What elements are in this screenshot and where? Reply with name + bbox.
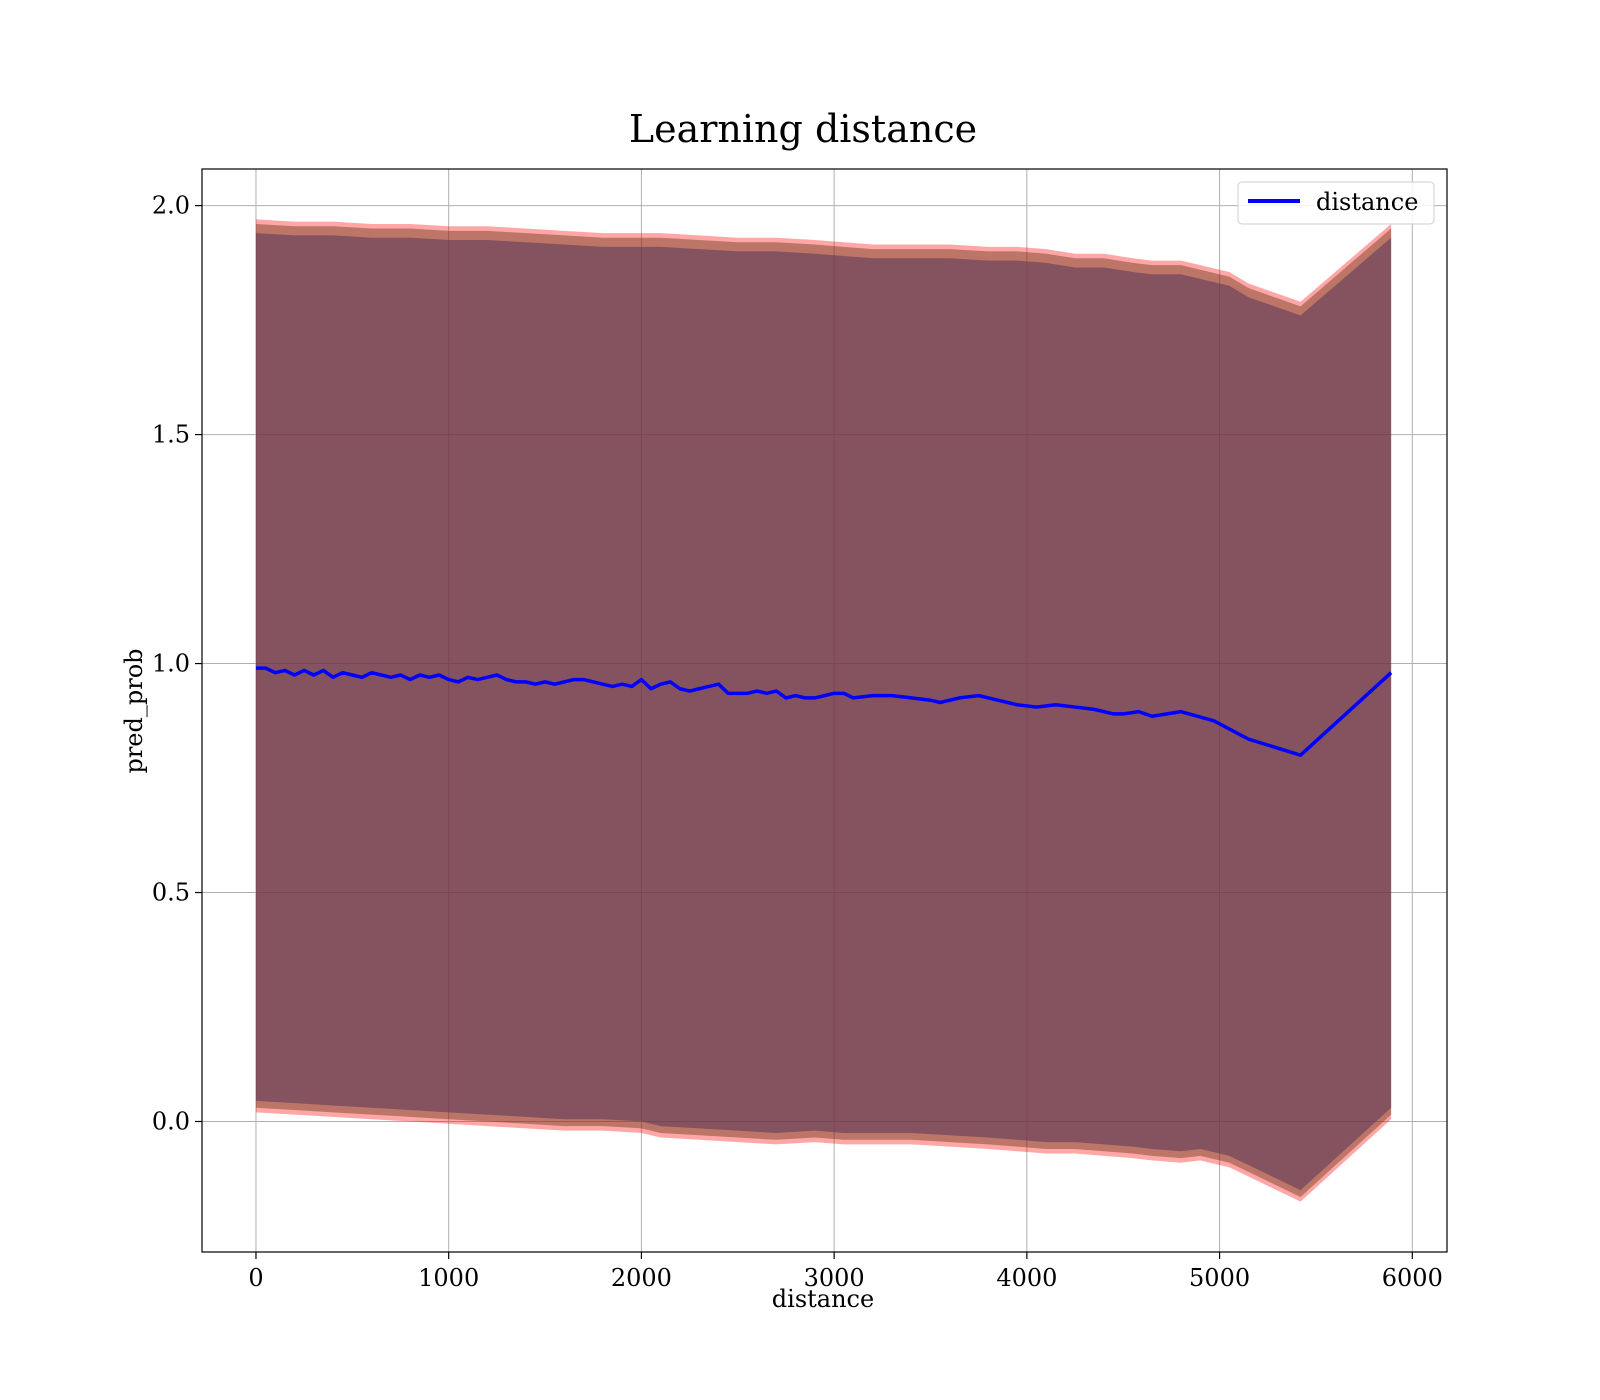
y-tick-label: 0.0 xyxy=(152,1107,190,1135)
x-tick-label: 3000 xyxy=(804,1264,865,1292)
x-tick-label: 5000 xyxy=(1189,1264,1250,1292)
x-axis-label: distance xyxy=(772,1285,874,1313)
x-tick-label: 1000 xyxy=(418,1264,479,1292)
y-axis-label: pred_prob xyxy=(120,648,148,773)
legend-label-distance: distance xyxy=(1316,188,1418,216)
x-tick-label: 4000 xyxy=(996,1264,1057,1292)
legend-box xyxy=(1237,181,1435,225)
legend: distance xyxy=(1237,181,1435,225)
series-layer xyxy=(255,666,1393,757)
x-tick-label: 2000 xyxy=(611,1264,672,1292)
y-tick-label: 0.5 xyxy=(152,879,190,907)
x-tick-label: 6000 xyxy=(1382,1264,1443,1292)
y-tick-label: 1.0 xyxy=(152,650,190,678)
plot-frame xyxy=(201,168,1448,1253)
series-line-distance xyxy=(255,666,1393,757)
y-tick-label: 1.5 xyxy=(152,421,190,449)
x-axis-ticks: 0 1000 2000 3000 4000 5000 6000 xyxy=(248,1252,1443,1292)
y-tick-label: 2.0 xyxy=(152,192,190,220)
confidence-band-2 xyxy=(255,233,1392,1191)
x-tick-label: 0 xyxy=(248,1264,263,1292)
confidence-bands xyxy=(255,219,1392,1202)
chart-title: Learning distance xyxy=(629,107,977,151)
y-axis-ticks: 0.0 0.5 1.0 1.5 2.0 xyxy=(152,192,202,1135)
